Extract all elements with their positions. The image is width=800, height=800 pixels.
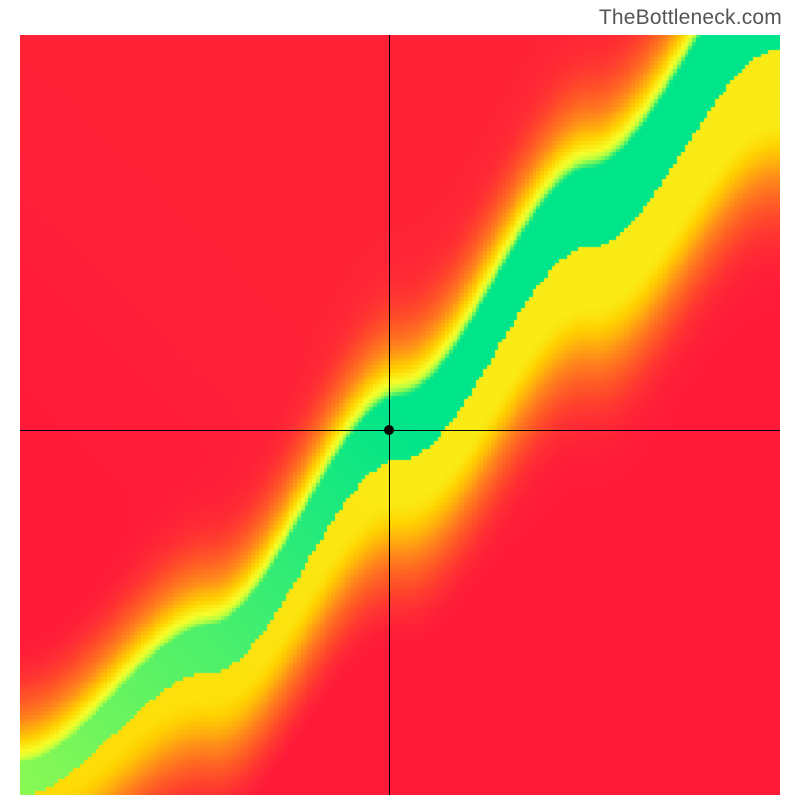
watermark-text: TheBottleneck.com xyxy=(599,6,782,30)
bottleneck-heatmap xyxy=(20,35,780,795)
crosshair-horizontal-line xyxy=(20,430,780,431)
crosshair-vertical-line xyxy=(389,35,390,795)
plot-area xyxy=(20,35,780,795)
crosshair-marker-dot xyxy=(384,425,394,435)
chart-container: TheBottleneck.com xyxy=(0,0,800,800)
